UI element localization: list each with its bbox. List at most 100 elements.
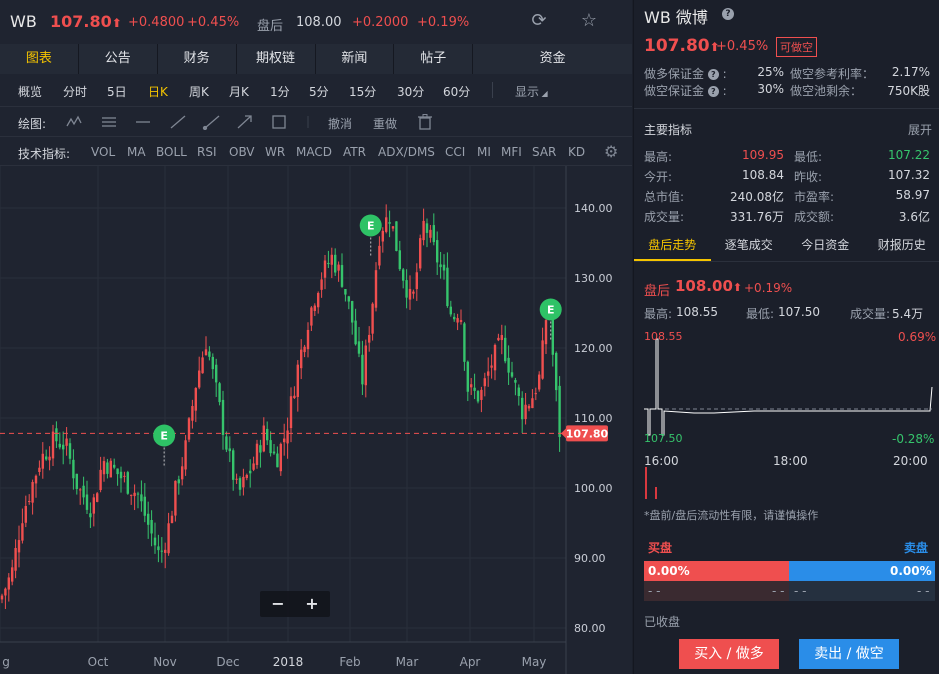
tab-posts[interactable]: 帖子 xyxy=(394,44,474,74)
candle xyxy=(385,204,388,234)
tab-earnings-history[interactable]: 财报历史 xyxy=(877,238,926,252)
metric-value: 58.97 xyxy=(895,188,930,202)
sell-button[interactable]: 卖出 / 做空 xyxy=(799,639,899,669)
redo-button[interactable]: 重做 xyxy=(373,117,398,131)
y-tick-label: 80.00 xyxy=(574,622,606,635)
candle xyxy=(65,427,68,456)
x-tick-label: Nov xyxy=(153,655,176,669)
after-low: 107.50 xyxy=(778,305,820,319)
event-marker xyxy=(153,424,176,447)
tab-chart[interactable]: 图表 xyxy=(0,44,79,74)
candle xyxy=(538,371,541,392)
candle xyxy=(174,480,177,522)
star-icon[interactable]: ☆ xyxy=(580,10,598,31)
indicator-obv[interactable]: OBV xyxy=(229,145,255,159)
drawing-tools xyxy=(66,115,309,130)
tab-financials[interactable]: 财务 xyxy=(157,44,237,74)
y-tick-label: 90.00 xyxy=(574,552,606,565)
gear-icon[interactable]: ⚙ xyxy=(604,142,619,161)
tab-announcements[interactable]: 公告 xyxy=(78,44,158,74)
current-price-label: 107.80 xyxy=(566,427,609,440)
candle xyxy=(446,252,449,308)
indicator-rsi[interactable]: RSI xyxy=(197,145,217,159)
indicator-macd[interactable]: MACD xyxy=(296,145,332,159)
metric-label: 今开: xyxy=(644,170,673,184)
period-daily[interactable]: 日K xyxy=(148,85,168,99)
candle xyxy=(354,308,357,346)
sidebar-tabs: 盘后走势 逐笔成交 今日资金 财报历史 xyxy=(634,230,939,262)
after-chart-bottom-pct: -0.28% xyxy=(892,432,935,446)
period-weekly[interactable]: 周K xyxy=(189,85,209,99)
tab-after-hours[interactable]: 盘后走势 xyxy=(634,230,711,261)
period-monthly[interactable]: 月K xyxy=(229,85,249,99)
candle xyxy=(493,343,497,381)
zoom-out-button[interactable]: − xyxy=(271,594,284,613)
period-1min[interactable]: 1分 xyxy=(270,85,290,99)
candle xyxy=(269,431,272,457)
time-tick: 16:00 xyxy=(644,454,679,468)
period-intraday[interactable]: 分时 xyxy=(63,85,88,99)
candle xyxy=(303,344,306,358)
candle xyxy=(204,336,208,356)
trash-icon[interactable] xyxy=(418,114,432,130)
after-hours-line xyxy=(644,338,933,436)
candle xyxy=(150,510,153,547)
candle xyxy=(327,250,330,269)
tab-today-funds[interactable]: 今日资金 xyxy=(801,238,850,252)
candle xyxy=(459,309,463,325)
candle xyxy=(361,340,364,396)
indicator-wr[interactable]: WR xyxy=(265,145,286,159)
margin-short-label: 做空保证金 ? : xyxy=(644,84,727,98)
candle xyxy=(527,404,531,412)
candle xyxy=(449,300,452,317)
sell-level xyxy=(789,581,935,601)
time-tick: 20:00 xyxy=(893,454,928,468)
candle xyxy=(31,479,34,515)
metric-label: 市盈率: xyxy=(794,190,835,204)
tab-tick-trades[interactable]: 逐笔成交 xyxy=(724,238,773,252)
indicator-boll[interactable]: BOLL xyxy=(156,145,187,159)
zoom-in-button[interactable]: + xyxy=(305,594,318,613)
expand-link[interactable]: 展开 xyxy=(908,123,933,137)
event-marker xyxy=(539,298,562,321)
candlestick-chart[interactable]: 107.80 140.00 130.00 120.00 110.00 100.00 90.0… xyxy=(0,166,632,674)
tab-news[interactable]: 新闻 xyxy=(315,44,395,74)
period-5day[interactable]: 5日 xyxy=(107,85,127,99)
zoom-control xyxy=(260,591,330,617)
last-price: 107.80⬆ xyxy=(50,12,122,31)
buy-button[interactable]: 买入 / 做多 xyxy=(679,639,779,669)
candle xyxy=(422,208,425,246)
after-hours-price: 108.00 xyxy=(296,15,342,30)
period-overview[interactable]: 概览 xyxy=(18,85,43,99)
shortable-badge: 可做空 xyxy=(776,37,817,57)
undo-button[interactable]: 撤消 xyxy=(328,117,353,131)
indicator-ma[interactable]: MA xyxy=(127,145,146,159)
candle xyxy=(92,493,95,527)
indicator-mi[interactable]: MI xyxy=(477,145,491,159)
buy-level-price: - - xyxy=(648,584,661,598)
indicator-sar[interactable]: SAR xyxy=(532,145,557,159)
candle xyxy=(296,360,299,412)
zigzag-tool-icon xyxy=(66,115,82,127)
indicator-atr[interactable]: ATR xyxy=(343,145,366,159)
indicator-kd[interactable]: KD xyxy=(568,145,586,159)
tab-funds[interactable]: 资金 xyxy=(473,44,632,74)
period-15min[interactable]: 15分 xyxy=(349,85,377,99)
candle xyxy=(313,303,316,317)
period-5min[interactable]: 5分 xyxy=(309,85,329,99)
candle xyxy=(330,247,333,279)
period-60min[interactable]: 60分 xyxy=(443,85,471,99)
indicator-mfi[interactable]: MFI xyxy=(501,145,522,159)
tab-options[interactable]: 期权链 xyxy=(236,44,316,74)
metric-label: 成交量: xyxy=(644,210,685,224)
indicator-cci[interactable]: CCI xyxy=(445,145,466,159)
candle xyxy=(198,356,201,390)
candle xyxy=(249,459,252,488)
display-menu[interactable]: 显示 ◢ xyxy=(515,85,548,99)
indicator-adx[interactable]: ADX/DMS xyxy=(378,145,435,159)
candle xyxy=(238,476,242,496)
info-icon[interactable]: ? xyxy=(722,8,734,20)
refresh-icon[interactable]: ⟳ xyxy=(531,10,547,31)
indicator-vol[interactable]: VOL xyxy=(91,145,116,159)
period-30min[interactable]: 30分 xyxy=(397,85,425,99)
